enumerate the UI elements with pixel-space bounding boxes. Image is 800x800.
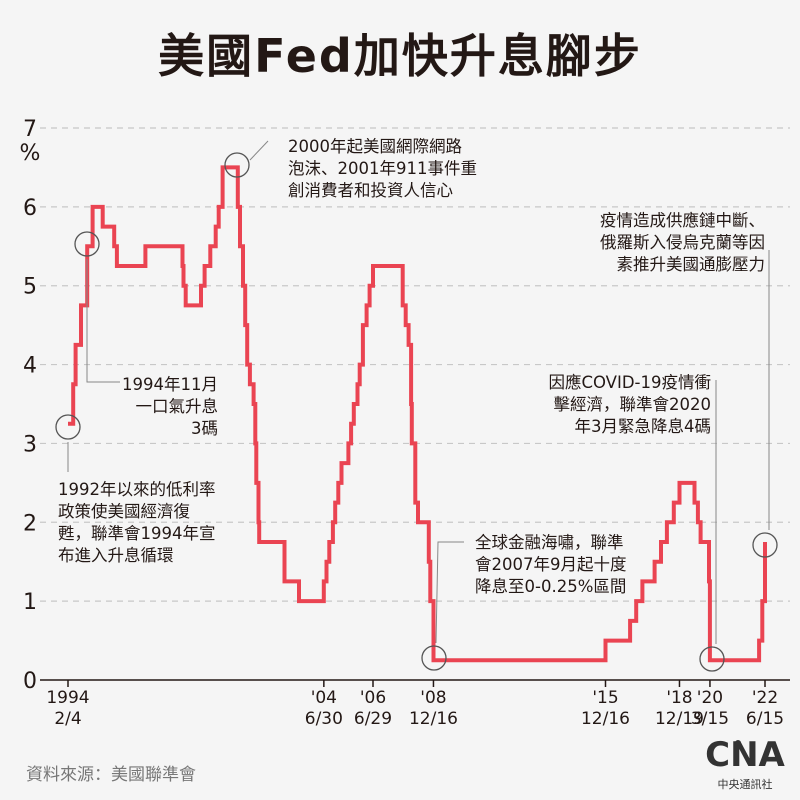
cna-logo-icon: CNA	[705, 735, 785, 775]
y-axis-unit: %	[20, 141, 41, 166]
annotation-text: 素推升美國通膨壓力	[617, 255, 766, 274]
x-tick-label: '20	[697, 688, 723, 708]
cna-logo-text: 中央通訊社	[717, 778, 773, 791]
annotation-text: 1992年以來的低利率	[58, 480, 216, 499]
annotation-marker	[421, 645, 447, 671]
x-tick-label: '15	[592, 688, 618, 708]
annotation-marker	[699, 646, 725, 672]
annotation-text: 政策使美國經濟復	[58, 502, 191, 521]
x-tick-label: 12/16	[581, 709, 630, 729]
annotation-text: 創消費者和投資人信心	[288, 181, 453, 200]
annotation-text: 俄羅斯入侵烏克蘭等因	[600, 233, 765, 252]
x-tick-label: 6/30	[305, 709, 343, 729]
annotation-text: 全球金融海嘯，聯準	[475, 533, 624, 552]
y-tick-label: 4	[23, 354, 37, 379]
annotation-leader	[249, 140, 269, 161]
annotation-text: 一口氣升息	[136, 397, 219, 416]
x-tick-label: 6/15	[746, 709, 784, 729]
x-tick-label: '22	[752, 688, 778, 708]
y-tick-label: 7	[23, 117, 37, 142]
y-tick-label: 5	[23, 275, 37, 300]
source-note: 資料來源：美國聯準會	[26, 765, 196, 785]
annotation-leader	[86, 259, 120, 383]
x-tick-label: '08	[420, 688, 446, 708]
svg-text:CNA: CNA	[705, 735, 785, 775]
annotation-text: 因應COVID-19疫情衝	[548, 372, 711, 392]
page-title: 美國Fed加快升息腳步	[158, 29, 642, 83]
annotation-text: 降息至0-0.25%區間	[475, 577, 626, 596]
annotation-marker	[224, 152, 250, 178]
x-tick-label: 12/16	[409, 709, 458, 729]
annotation-text: 甦，聯準會1994年宣	[58, 524, 216, 543]
y-tick-label: 0	[23, 669, 37, 694]
x-tick-label: 6/29	[354, 709, 392, 729]
annotation-text: 疫情造成供應鏈中斷、	[600, 210, 765, 230]
annotation-marker	[74, 231, 100, 257]
y-tick-label: 1	[23, 590, 37, 615]
annotation-leader	[435, 541, 464, 644]
y-tick-label: 3	[23, 432, 37, 457]
annotation-text: 布進入升息循環	[58, 546, 174, 565]
annotation-marker	[55, 414, 81, 440]
x-tick-label: 2/4	[54, 709, 81, 729]
y-tick-label: 6	[23, 196, 37, 221]
rate-series-line	[68, 165, 767, 663]
x-tick-label: 3/15	[691, 709, 729, 729]
x-tick-label: 1994	[46, 688, 89, 708]
x-tick-label: '06	[360, 688, 386, 708]
x-tick-label: 12/19	[655, 709, 704, 729]
annotation-text: 1994年11月	[122, 375, 218, 394]
y-tick-label: 2	[23, 511, 37, 536]
annotation-text: 年3月緊急降息4碼	[575, 417, 712, 436]
x-tick-label: '04	[311, 688, 337, 708]
annotation-text: 擊經濟，聯準會2020	[554, 395, 712, 414]
x-tick-label: '18	[666, 688, 692, 708]
annotation-marker	[752, 532, 778, 558]
annotation-text: 會2007年9月起十度	[475, 555, 627, 574]
annotation-text: 2000年起美國網際網路	[288, 137, 462, 156]
annotation-text: 3碼	[191, 419, 218, 438]
annotation-text: 泡沫、2001年911事件重	[288, 159, 477, 178]
cna-logo: CNA 中央通訊社	[700, 728, 790, 794]
